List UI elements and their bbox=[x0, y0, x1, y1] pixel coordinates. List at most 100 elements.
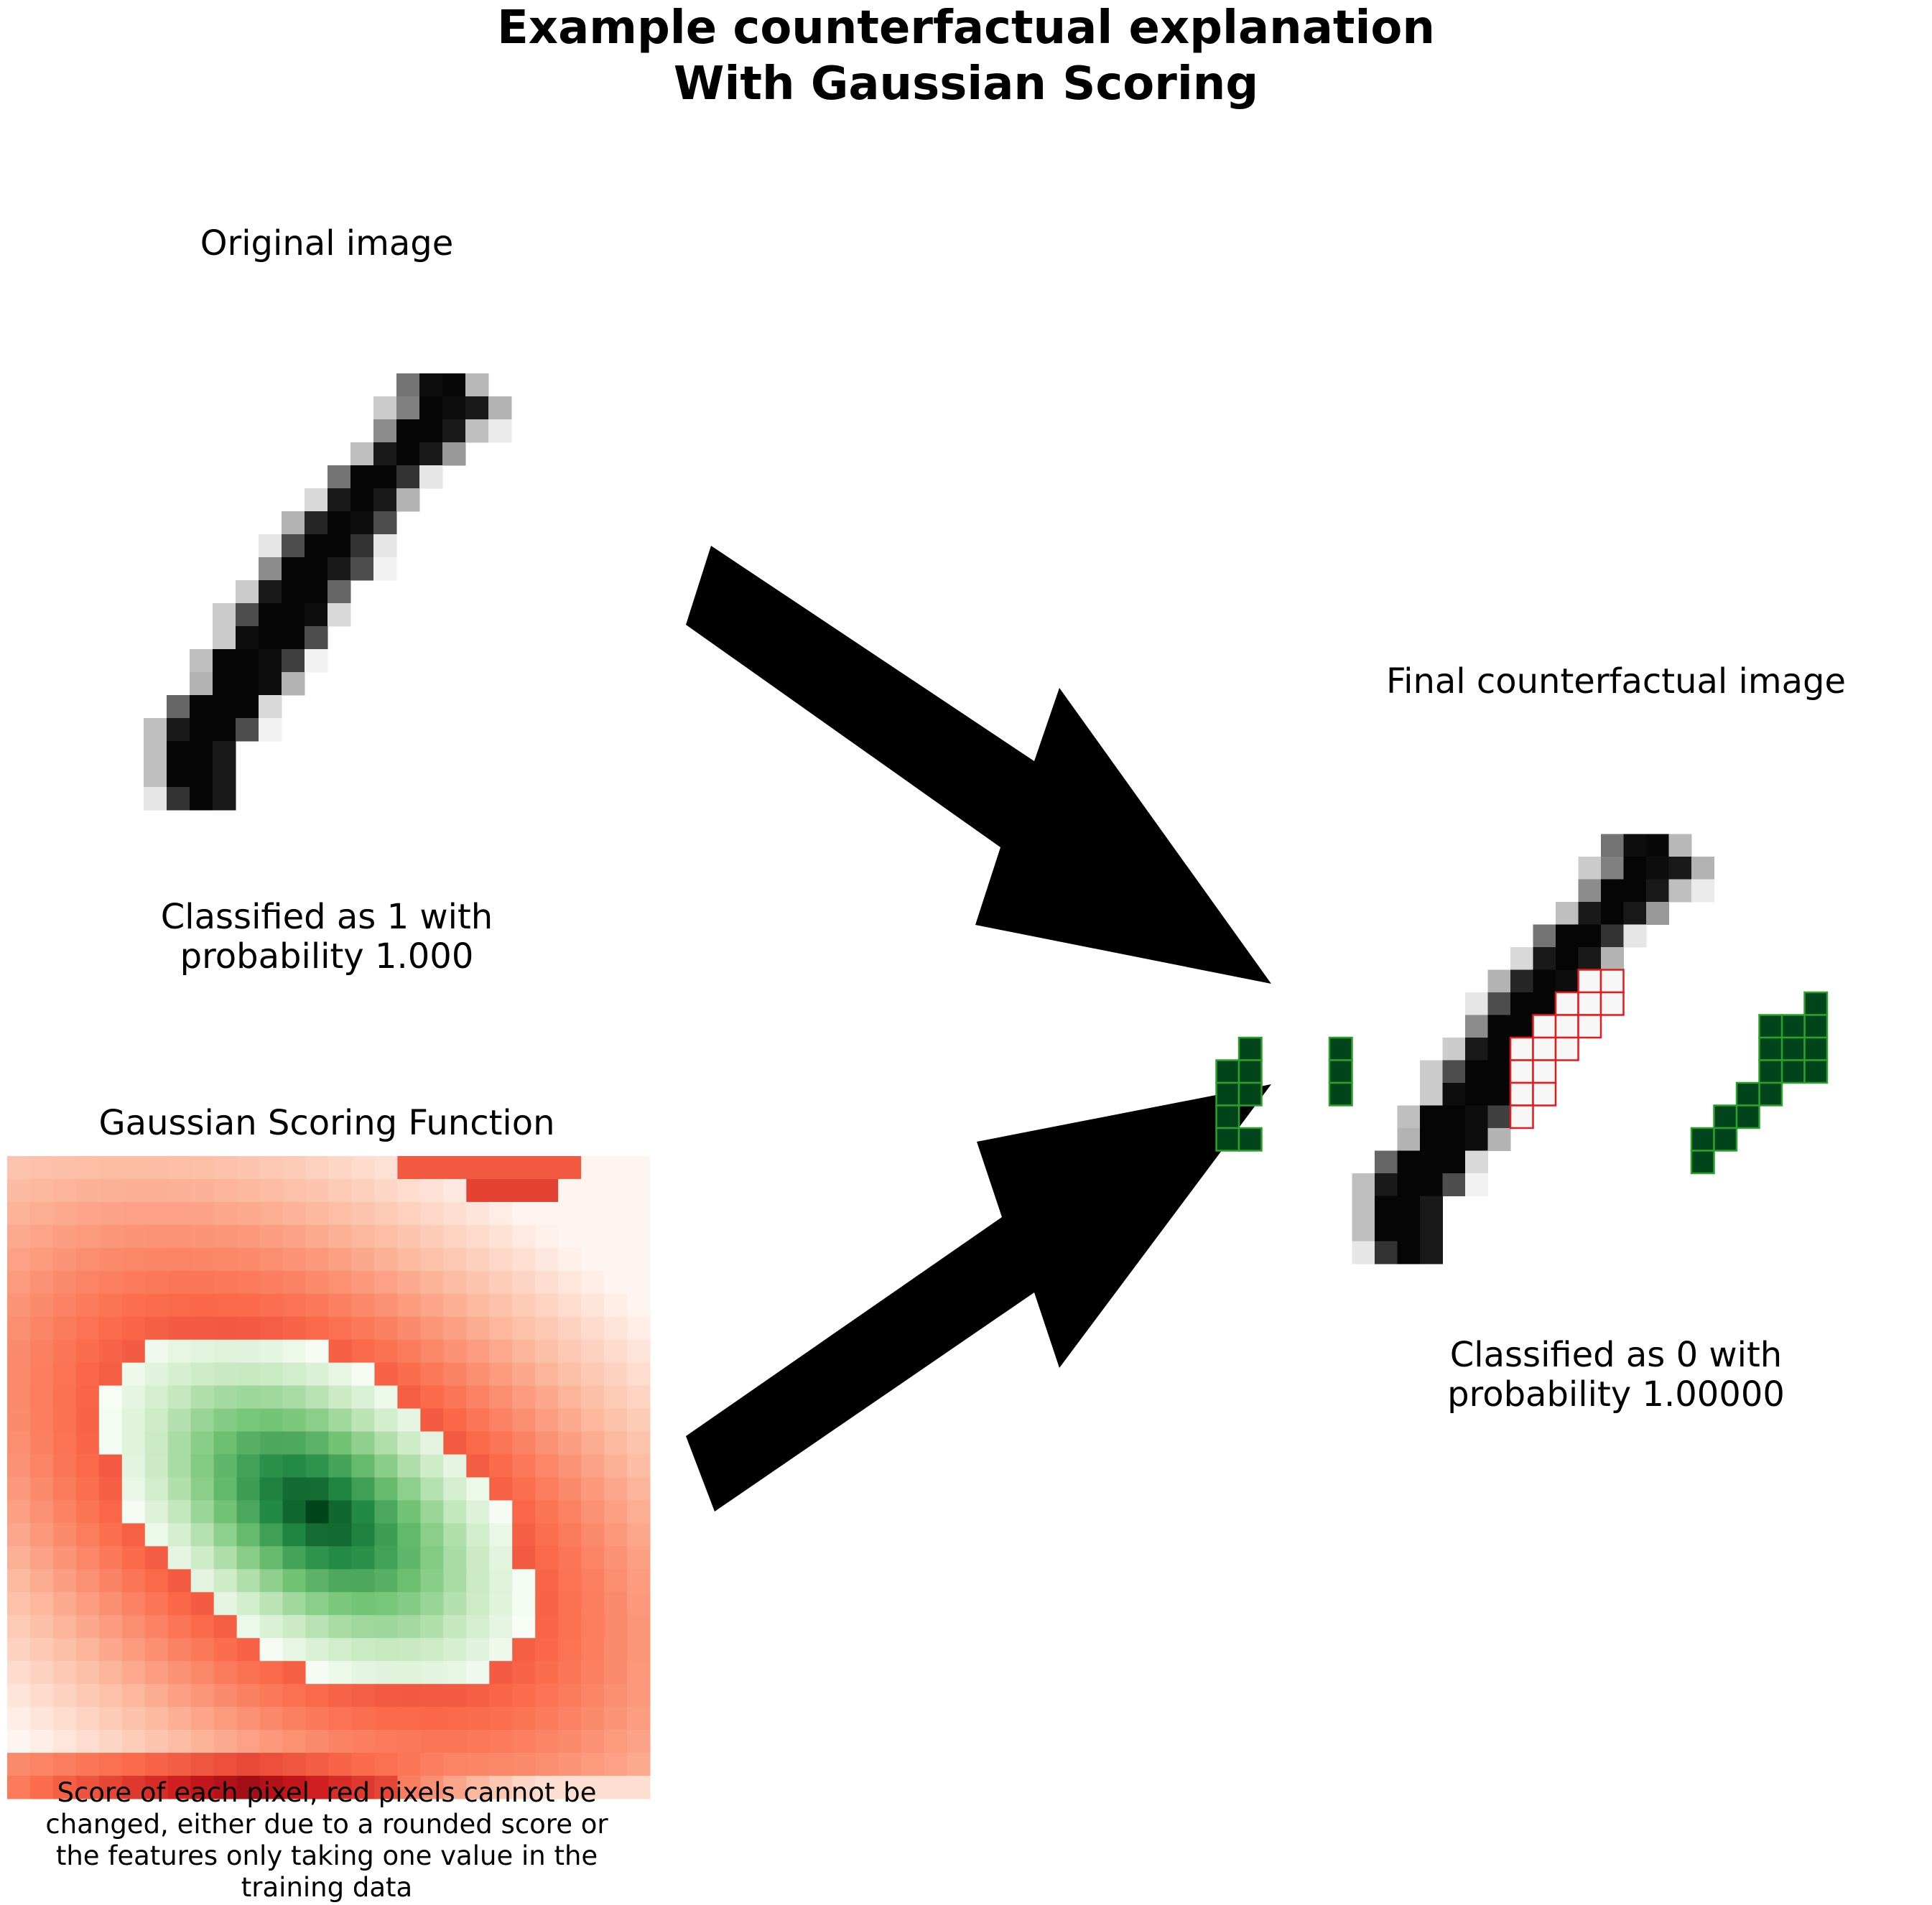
heatmap-cell bbox=[512, 1523, 536, 1547]
heatmap-cell bbox=[558, 1546, 582, 1570]
heatmap-cell bbox=[558, 1339, 582, 1364]
heatmap-cell bbox=[167, 1638, 192, 1662]
heatmap-cell bbox=[75, 1293, 100, 1318]
heatmap-cell bbox=[29, 1592, 54, 1616]
added-pixel bbox=[1803, 1014, 1829, 1039]
heatmap-cell bbox=[305, 1730, 329, 1753]
heatmap-cell bbox=[420, 1615, 444, 1639]
heatmap-cell bbox=[98, 1408, 123, 1433]
digit-pixel bbox=[236, 672, 259, 696]
heatmap-cell bbox=[259, 1293, 284, 1318]
heatmap-cell bbox=[374, 1454, 398, 1478]
heatmap-cell bbox=[7, 1523, 31, 1547]
heatmap-cell bbox=[374, 1592, 398, 1616]
heatmap-cell bbox=[328, 1661, 352, 1685]
heatmap-cell bbox=[397, 1270, 421, 1295]
heatmap-cell bbox=[328, 1753, 352, 1776]
heatmap-cell bbox=[351, 1684, 375, 1708]
heatmap-cell bbox=[75, 1592, 100, 1616]
heatmap-cell bbox=[512, 1316, 536, 1341]
digit-pixel bbox=[1442, 1173, 1466, 1196]
digit-pixel bbox=[1375, 1241, 1398, 1264]
heatmap-cell bbox=[420, 1224, 444, 1249]
digit-pixel bbox=[1442, 1128, 1466, 1151]
added-pixel bbox=[1780, 1059, 1806, 1084]
heatmap-cell bbox=[443, 1293, 467, 1318]
digit-pixel bbox=[465, 419, 489, 443]
heatmap-cell bbox=[535, 1316, 559, 1341]
digit-pixel bbox=[259, 649, 282, 673]
heatmap-cell bbox=[29, 1500, 54, 1524]
heatmap-cell bbox=[397, 1408, 421, 1433]
heatmap-cell bbox=[627, 1592, 651, 1616]
digit-pixel bbox=[213, 672, 236, 696]
heatmap-cell bbox=[558, 1500, 582, 1524]
heatmap-cell bbox=[7, 1569, 31, 1593]
heatmap-cell bbox=[29, 1362, 54, 1387]
heatmap-cell bbox=[512, 1362, 536, 1387]
heatmap-cell bbox=[305, 1615, 329, 1639]
heatmap-cell bbox=[190, 1408, 215, 1433]
heatmap-cell bbox=[259, 1523, 284, 1547]
heatmap-cell bbox=[236, 1592, 261, 1616]
digit-pixel bbox=[1487, 1128, 1511, 1151]
heatmap-cell bbox=[259, 1638, 284, 1662]
heatmap-cell bbox=[581, 1270, 605, 1295]
heatmap-cell bbox=[121, 1661, 146, 1685]
digit-pixel bbox=[167, 695, 190, 719]
heatmap-cell bbox=[558, 1293, 582, 1318]
heatmap-cell bbox=[7, 1362, 31, 1387]
heatmap-cell bbox=[75, 1247, 100, 1272]
heatmap-cell bbox=[420, 1500, 444, 1524]
heatmap-cell bbox=[604, 1477, 628, 1501]
heatmap-cell bbox=[604, 1316, 628, 1341]
digit-pixel bbox=[259, 557, 282, 581]
digit-pixel bbox=[1420, 1128, 1443, 1151]
heatmap-cell bbox=[581, 1684, 605, 1708]
heatmap-cell bbox=[52, 1615, 77, 1639]
heatmap-cell bbox=[351, 1546, 375, 1570]
gaussian-scoring-heatmap bbox=[7, 1156, 651, 1799]
heatmap-cell bbox=[351, 1408, 375, 1433]
heatmap-cell bbox=[581, 1707, 605, 1731]
heatmap-cell bbox=[305, 1753, 329, 1776]
heatmap-cell bbox=[374, 1431, 398, 1455]
removed-pixel bbox=[1554, 1036, 1579, 1061]
heatmap-cell bbox=[7, 1293, 31, 1318]
heatmap-cell bbox=[535, 1592, 559, 1616]
heatmap-cell bbox=[374, 1776, 398, 1799]
heatmap-cell bbox=[581, 1569, 605, 1593]
heatmap-cell bbox=[489, 1270, 513, 1295]
heatmap-cell bbox=[29, 1408, 54, 1433]
heatmap-cell bbox=[351, 1293, 375, 1318]
digit-pixel bbox=[1646, 902, 1669, 925]
heatmap-cell bbox=[443, 1270, 467, 1295]
heatmap-cell bbox=[190, 1247, 215, 1272]
heatmap-cell bbox=[420, 1178, 444, 1203]
heatmap-cell bbox=[627, 1408, 651, 1433]
heatmap-cell bbox=[627, 1339, 651, 1364]
heatmap-cell bbox=[259, 1684, 284, 1708]
digit-pixel bbox=[419, 442, 443, 466]
heatmap-cell bbox=[558, 1156, 582, 1180]
heatmap-cell bbox=[558, 1776, 582, 1799]
heatmap-cell bbox=[282, 1776, 307, 1799]
digit-pixel bbox=[213, 695, 236, 719]
heatmap-cell bbox=[627, 1362, 651, 1387]
heatmap-cell bbox=[512, 1408, 536, 1433]
heatmap-cell bbox=[558, 1408, 582, 1433]
heatmap-cell bbox=[167, 1339, 192, 1364]
heatmap-cell bbox=[29, 1684, 54, 1708]
heatmap-cell bbox=[29, 1615, 54, 1639]
heatmap-cell bbox=[604, 1753, 628, 1776]
heatmap-cell bbox=[305, 1339, 329, 1364]
digit-pixel bbox=[373, 488, 397, 512]
heatmap-cell bbox=[305, 1592, 329, 1616]
digit-pixel bbox=[350, 488, 374, 512]
digit-pixel bbox=[328, 603, 351, 627]
heatmap-cell bbox=[75, 1546, 100, 1570]
main-title-line2: With Gaussian Scoring bbox=[673, 57, 1259, 111]
heatmap-cell bbox=[466, 1431, 490, 1455]
heatmap-cell bbox=[282, 1431, 307, 1455]
heatmap-cell bbox=[489, 1615, 513, 1639]
